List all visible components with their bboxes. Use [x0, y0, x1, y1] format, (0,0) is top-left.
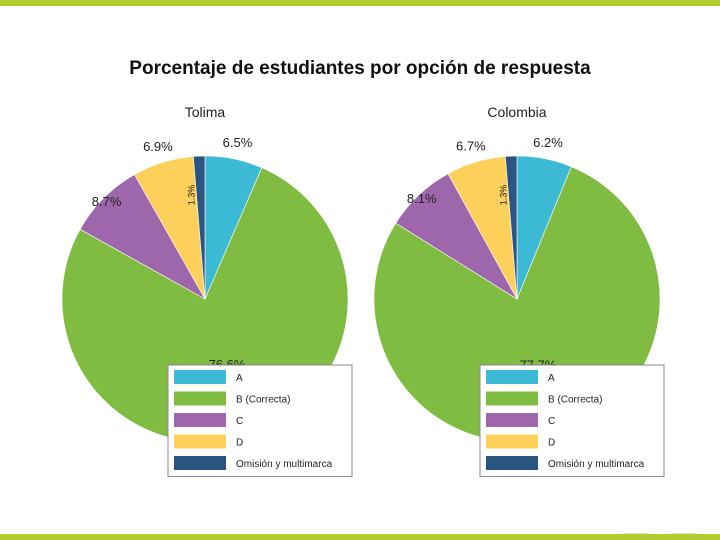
pie-legend: A B (Correcta) CD Omisión y multimarca	[479, 364, 665, 477]
legend-swatch	[486, 434, 538, 449]
legend-label: B (Correcta)	[548, 395, 602, 406]
slice-data-label: 1.3%	[186, 185, 196, 206]
pie-slice-omisi-n-y-multimarca	[193, 155, 206, 300]
legend-swatch	[486, 370, 538, 384]
legend-swatch	[174, 391, 226, 406]
top-accent-band	[0, 0, 720, 6]
legend-label: C	[548, 416, 555, 427]
legend-swatch	[486, 391, 538, 406]
legend-label: D	[236, 438, 243, 449]
slice-data-label: 6.2%	[533, 135, 563, 150]
pie-legend: A B (Correcta) CD Omisión y multimarca	[167, 364, 353, 477]
legend-label: B (Correcta)	[236, 395, 290, 406]
bottom-accent-band	[0, 534, 720, 540]
legend-swatch	[174, 456, 226, 470]
pie-slice-omisi-n-y-multimarca	[505, 155, 518, 300]
slice-data-label: 6.5%	[223, 135, 253, 150]
legend-label: Omisión y multimarca	[548, 459, 645, 470]
slice-data-label: 8.7%	[92, 194, 122, 209]
legend-label: D	[548, 438, 555, 449]
slide-title: Porcentaje de estudiantes por opción de …	[129, 58, 591, 79]
legend-label: A	[548, 373, 555, 384]
slice-data-label: 1.3%	[498, 185, 508, 206]
legend-label: Omisión y multimarca	[236, 459, 333, 470]
slice-data-label: 6.7%	[456, 139, 486, 154]
legend-swatch	[486, 413, 538, 427]
pie-title: Colombia	[487, 104, 546, 120]
pie-title: Tolima	[185, 104, 226, 120]
slice-data-label: 6.9%	[143, 139, 173, 154]
legend-swatch	[174, 370, 226, 384]
legend-label: A	[236, 373, 243, 384]
slice-data-label: 8.1%	[407, 191, 437, 206]
legend-label: C	[236, 416, 243, 427]
legend-swatch	[174, 413, 226, 427]
legend-swatch	[174, 434, 226, 449]
legend-swatch	[486, 456, 538, 470]
